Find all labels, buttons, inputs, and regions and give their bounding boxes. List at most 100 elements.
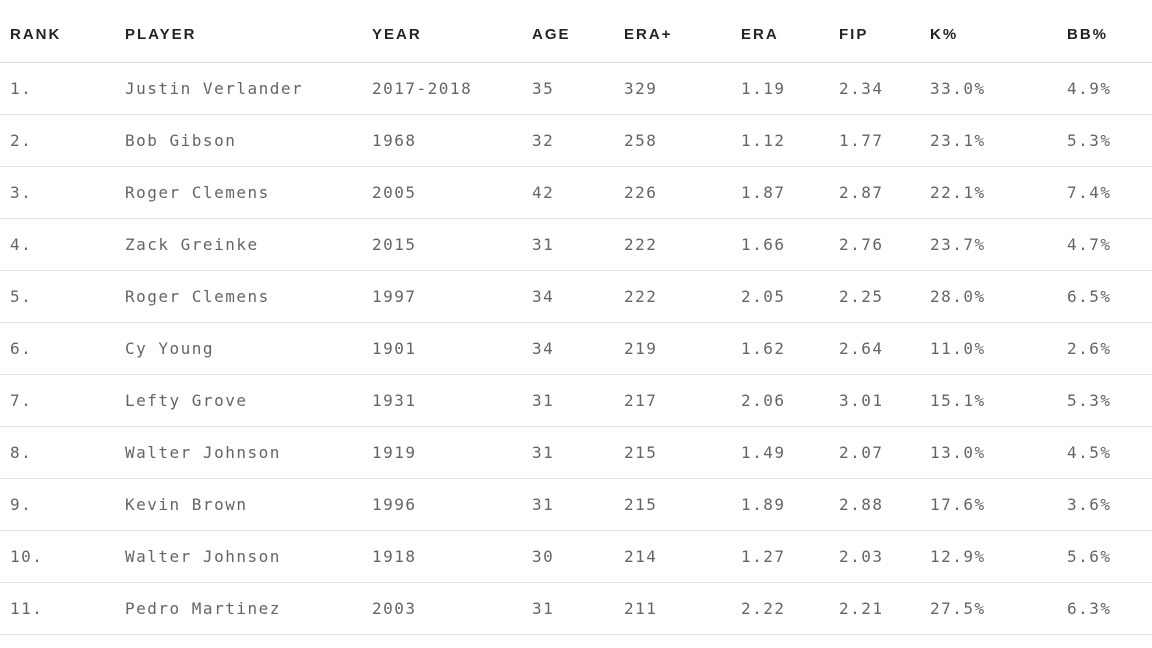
table-row: 4. Zack Greinke 2015 31 222 1.66 2.76 23.7% 4.7% — [0, 218, 1152, 271]
cell-era: 1.19 — [731, 62, 829, 115]
cell-rank: 2. — [0, 114, 115, 167]
cell-age: 31 — [522, 582, 614, 635]
cell-era: 2.06 — [731, 374, 829, 427]
cell-era: 2.05 — [731, 270, 829, 323]
cell-age: 31 — [522, 426, 614, 479]
cell-era: 1.49 — [731, 426, 829, 479]
column-header-era_plus: ERA+ — [614, 0, 731, 63]
cell-age: 34 — [522, 270, 614, 323]
cell-bb_pct: 6.3% — [1057, 582, 1152, 635]
cell-rank: 5. — [0, 270, 115, 323]
cell-player: Bob Gibson — [115, 114, 362, 167]
cell-era: 1.62 — [731, 322, 829, 375]
table-body: 1. Justin Verlander 2017-2018 35 329 1.19 2.34… — [0, 62, 1152, 635]
cell-bb_pct: 3.6% — [1057, 478, 1152, 531]
cell-bb_pct: 4.7% — [1057, 218, 1152, 271]
cell-player: Roger Clemens — [115, 166, 362, 219]
table-row: 10. Walter Johnson 1918 30 214 1.27 2.03 12.9% 5… — [0, 530, 1152, 583]
cell-year: 1968 — [362, 114, 522, 167]
column-header-player: PLAYER — [115, 0, 362, 63]
cell-bb_pct: 5.3% — [1057, 114, 1152, 167]
cell-k_pct: 13.0% — [920, 426, 1057, 479]
cell-fip: 2.88 — [829, 478, 920, 531]
column-header-bb_pct: BB% — [1057, 0, 1152, 63]
pitchers-stats-table: RANK PLAYER YEAR AGE ERA+ ERA FIP K% BB% 1. Justi… — [0, 0, 1152, 635]
cell-rank: 11. — [0, 582, 115, 635]
cell-year: 1918 — [362, 530, 522, 583]
cell-era_plus: 217 — [614, 374, 731, 427]
cell-rank: 8. — [0, 426, 115, 479]
header-row: RANK PLAYER YEAR AGE ERA+ ERA FIP K% BB% — [0, 0, 1152, 63]
cell-era_plus: 222 — [614, 270, 731, 323]
column-header-fip: FIP — [829, 0, 920, 63]
cell-era: 1.89 — [731, 478, 829, 531]
cell-k_pct: 22.1% — [920, 166, 1057, 219]
column-header-k_pct: K% — [920, 0, 1057, 63]
cell-rank: 7. — [0, 374, 115, 427]
cell-era: 1.27 — [731, 530, 829, 583]
cell-k_pct: 12.9% — [920, 530, 1057, 583]
cell-player: Cy Young — [115, 322, 362, 375]
cell-era: 1.12 — [731, 114, 829, 167]
table-row: 7. Lefty Grove 1931 31 217 2.06 3.01 15.1% 5.3% — [0, 374, 1152, 427]
table-row: 8. Walter Johnson 1919 31 215 1.49 2.07 13.0% 4.… — [0, 426, 1152, 479]
cell-bb_pct: 4.5% — [1057, 426, 1152, 479]
cell-era: 1.66 — [731, 218, 829, 271]
cell-bb_pct: 6.5% — [1057, 270, 1152, 323]
column-header-era: ERA — [731, 0, 829, 63]
cell-year: 2005 — [362, 166, 522, 219]
cell-era_plus: 329 — [614, 62, 731, 115]
cell-year: 2017-2018 — [362, 62, 522, 115]
table-row: 2. Bob Gibson 1968 32 258 1.12 1.77 23.1% 5.3% — [0, 114, 1152, 167]
table-row: 1. Justin Verlander 2017-2018 35 329 1.19 2.34… — [0, 62, 1152, 115]
cell-rank: 9. — [0, 478, 115, 531]
column-header-rank: RANK — [0, 0, 115, 63]
cell-k_pct: 27.5% — [920, 582, 1057, 635]
cell-age: 31 — [522, 374, 614, 427]
table-row: 5. Roger Clemens 1997 34 222 2.05 2.25 28.0% 6.5… — [0, 270, 1152, 323]
cell-fip: 2.25 — [829, 270, 920, 323]
cell-rank: 6. — [0, 322, 115, 375]
table-row: 3. Roger Clemens 2005 42 226 1.87 2.87 22.1% 7.4… — [0, 166, 1152, 219]
cell-bb_pct: 5.3% — [1057, 374, 1152, 427]
cell-era: 1.87 — [731, 166, 829, 219]
cell-player: Zack Greinke — [115, 218, 362, 271]
cell-year: 2015 — [362, 218, 522, 271]
cell-era_plus: 215 — [614, 478, 731, 531]
cell-era_plus: 215 — [614, 426, 731, 479]
cell-era_plus: 222 — [614, 218, 731, 271]
cell-player: Lefty Grove — [115, 374, 362, 427]
cell-fip: 3.01 — [829, 374, 920, 427]
cell-rank: 10. — [0, 530, 115, 583]
cell-fip: 2.76 — [829, 218, 920, 271]
table-row: 11. Pedro Martinez 2003 31 211 2.22 2.21 27.5% 6… — [0, 582, 1152, 635]
cell-year: 1997 — [362, 270, 522, 323]
cell-year: 1996 — [362, 478, 522, 531]
column-header-year: YEAR — [362, 0, 522, 63]
cell-fip: 2.34 — [829, 62, 920, 115]
cell-k_pct: 15.1% — [920, 374, 1057, 427]
cell-player: Walter Johnson — [115, 530, 362, 583]
cell-era_plus: 258 — [614, 114, 731, 167]
cell-player: Kevin Brown — [115, 478, 362, 531]
cell-age: 30 — [522, 530, 614, 583]
cell-fip: 2.87 — [829, 166, 920, 219]
cell-era_plus: 226 — [614, 166, 731, 219]
cell-player: Roger Clemens — [115, 270, 362, 323]
cell-fip: 1.77 — [829, 114, 920, 167]
cell-player: Justin Verlander — [115, 62, 362, 115]
cell-k_pct: 23.1% — [920, 114, 1057, 167]
column-header-age: AGE — [522, 0, 614, 63]
cell-rank: 4. — [0, 218, 115, 271]
cell-player: Pedro Martinez — [115, 582, 362, 635]
cell-rank: 3. — [0, 166, 115, 219]
cell-k_pct: 17.6% — [920, 478, 1057, 531]
cell-age: 31 — [522, 218, 614, 271]
cell-bb_pct: 2.6% — [1057, 322, 1152, 375]
cell-k_pct: 33.0% — [920, 62, 1057, 115]
cell-player: Walter Johnson — [115, 426, 362, 479]
cell-year: 1919 — [362, 426, 522, 479]
cell-year: 1901 — [362, 322, 522, 375]
cell-year: 1931 — [362, 374, 522, 427]
